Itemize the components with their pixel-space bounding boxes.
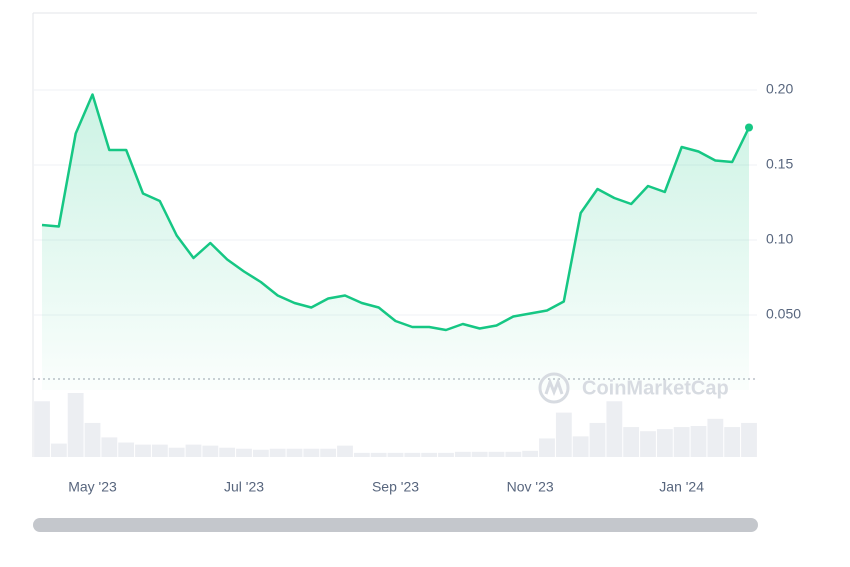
volume-bar (135, 444, 151, 457)
volume-bar (555, 412, 572, 457)
volume-bar (623, 427, 640, 457)
area (42, 94, 749, 390)
volume-bar (606, 401, 623, 457)
volume-bar (118, 442, 135, 457)
volume-bar (572, 436, 589, 457)
y-tick-label: 0.20 (766, 81, 793, 97)
volume-bar (151, 444, 168, 457)
volume-bar (84, 422, 101, 457)
y-tick-label: 0.15 (766, 156, 793, 172)
volume-bar (505, 451, 522, 457)
x-tick-label: May '23 (68, 479, 117, 495)
watermark-logo (538, 372, 570, 404)
volume-bar (387, 452, 404, 457)
volume-bar (303, 448, 320, 457)
watermark: CoinMarketCap (538, 372, 729, 404)
volume-bar (202, 445, 219, 457)
y-tick-label: 0.10 (766, 231, 793, 247)
volume-bar (656, 429, 673, 457)
x-tick-label: Jan '24 (659, 479, 704, 495)
price-line (41, 93, 751, 332)
volume-bar (252, 449, 269, 457)
volume-bar (640, 431, 656, 457)
volume-bar (67, 393, 84, 457)
y-tick-label: 0.050 (766, 306, 801, 322)
last-point (745, 123, 753, 132)
volume-bar (488, 451, 505, 457)
volume-bar (50, 443, 67, 457)
volume-bar (454, 451, 471, 457)
volume-bar (269, 448, 286, 457)
x-tick-label: Sep '23 (372, 479, 419, 495)
volume-bar (320, 448, 337, 457)
volume-bar (370, 452, 387, 457)
volume-bar (236, 448, 252, 457)
volume-bar (539, 438, 555, 457)
volume-bar (522, 450, 539, 457)
x-tick-label: Nov '23 (507, 479, 554, 495)
volume-bar (337, 445, 353, 457)
volume-bar (438, 452, 454, 457)
volume-bar (404, 452, 421, 457)
volume-bar (724, 427, 741, 457)
watermark-logo-m (544, 377, 564, 397)
volume-bar (741, 422, 757, 457)
volume-bar (471, 451, 488, 457)
volume-bar (219, 447, 236, 457)
volume-bar (589, 422, 606, 457)
watermark-text: CoinMarketCap (582, 377, 729, 399)
volume-bar (353, 452, 370, 457)
volume-bar (101, 437, 118, 457)
volume-bar (168, 447, 185, 457)
volume-bar (185, 444, 202, 457)
volume-bar (34, 401, 50, 457)
x-tick-label: Jul '23 (224, 479, 264, 495)
volume-bar (286, 448, 303, 457)
volume-bar (673, 427, 690, 457)
scrollbar[interactable] (33, 518, 758, 532)
volume-bar (690, 426, 707, 457)
volume-bar (421, 452, 438, 457)
volume-bar (707, 418, 724, 457)
